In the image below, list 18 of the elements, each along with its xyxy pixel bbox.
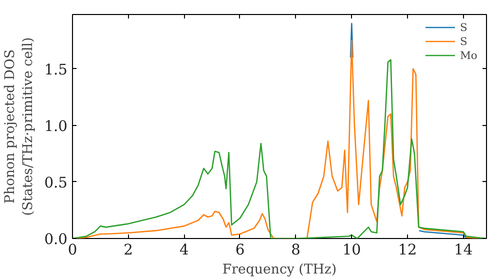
x-axis-title: Frequency (THz): [222, 262, 337, 278]
y-axis-title: Phonon projected DOS (States/THz·primitive cell): [3, 37, 36, 216]
x-tick-label: 12: [398, 242, 417, 258]
y-tick-label: 0.5: [44, 174, 68, 192]
x-tick-label: 4: [180, 242, 189, 258]
y-tick-label: 1.0: [44, 118, 68, 135]
legend-label: S: [460, 20, 468, 34]
legend-label: Mo: [460, 48, 478, 62]
x-tick-label: 0: [68, 242, 78, 258]
line-series: [418, 230, 466, 238]
x-tick-label: 10: [342, 242, 361, 258]
x-tick-label: 2: [124, 242, 133, 258]
y-tick-label: 1.5: [44, 61, 68, 78]
x-tick-label: 14: [454, 242, 473, 258]
legend-label: S: [460, 34, 468, 48]
x-tick-label: 6: [235, 242, 245, 258]
y-tick-label: 0.0: [44, 231, 68, 248]
x-tick-label: 8: [291, 242, 300, 258]
